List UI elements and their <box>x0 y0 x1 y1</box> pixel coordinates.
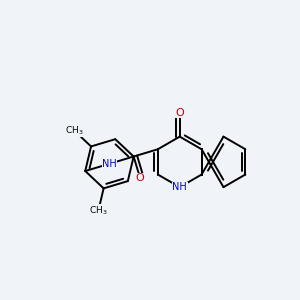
Text: NH: NH <box>102 159 117 169</box>
Text: O: O <box>175 108 184 118</box>
Text: O: O <box>136 173 145 183</box>
Text: CH$_3$: CH$_3$ <box>89 205 108 217</box>
Text: CH$_3$: CH$_3$ <box>65 124 83 137</box>
Text: NH: NH <box>172 182 187 192</box>
